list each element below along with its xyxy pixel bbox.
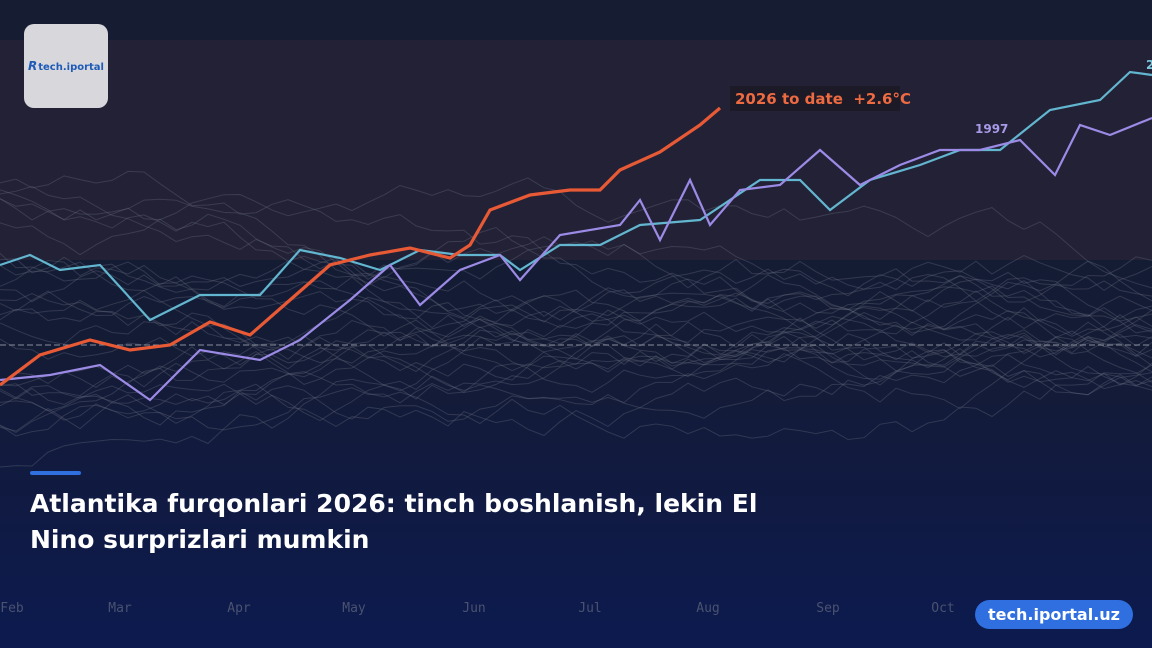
month-label: Feb bbox=[0, 601, 24, 616]
month-label: Mar bbox=[108, 601, 132, 616]
history-line bbox=[0, 323, 1152, 422]
month-label: Apr bbox=[227, 601, 251, 616]
month-label: Aug bbox=[696, 601, 719, 616]
history-line bbox=[0, 261, 1152, 373]
history-line bbox=[0, 198, 1152, 319]
history-line bbox=[0, 257, 1152, 386]
month-label: Jul bbox=[578, 601, 601, 616]
logo: tech.iportal bbox=[24, 24, 108, 108]
annotation: 2 bbox=[1146, 58, 1152, 72]
history-line bbox=[0, 324, 1152, 427]
history-line bbox=[0, 275, 1152, 396]
site-badge[interactable]: tech.iportal.uz bbox=[975, 600, 1133, 629]
history-line bbox=[0, 330, 1152, 437]
month-label: Sep bbox=[816, 601, 840, 616]
annotation-box bbox=[730, 86, 900, 111]
history-line bbox=[0, 290, 1152, 432]
historical-lines bbox=[0, 170, 1152, 468]
headline: Atlantika furqonlari 2026: tinch boshlan… bbox=[30, 489, 758, 554]
month-axis: Feb Mar Apr May Jun Jul Aug Sep Oct bbox=[0, 601, 954, 616]
month-label: May bbox=[342, 601, 366, 616]
history-line bbox=[0, 170, 1152, 337]
logo-text: tech.iportal bbox=[28, 59, 104, 73]
month-label: Jun bbox=[462, 601, 485, 616]
annotation: 1997 bbox=[975, 122, 1008, 136]
purple-line bbox=[0, 116, 1152, 402]
history-line bbox=[0, 292, 1152, 397]
history-line bbox=[0, 185, 1152, 334]
history-line bbox=[0, 333, 1152, 409]
history-line bbox=[0, 309, 1152, 383]
month-label: Oct bbox=[931, 601, 954, 616]
history-line bbox=[0, 256, 1152, 373]
history-line bbox=[0, 226, 1152, 391]
history-line bbox=[0, 259, 1152, 340]
history-line bbox=[0, 254, 1152, 370]
history-line bbox=[0, 256, 1152, 378]
history-line bbox=[0, 364, 1152, 441]
history-line bbox=[0, 177, 1152, 289]
orange-line bbox=[0, 106, 722, 387]
history-line bbox=[0, 309, 1152, 433]
history-line bbox=[0, 189, 1152, 322]
accent-bar bbox=[30, 471, 81, 475]
history-line bbox=[0, 354, 1152, 437]
history-line bbox=[0, 268, 1152, 351]
annotation: 2026 to date +2.6°C bbox=[735, 90, 911, 108]
history-line bbox=[0, 314, 1152, 468]
history-line bbox=[0, 316, 1152, 392]
